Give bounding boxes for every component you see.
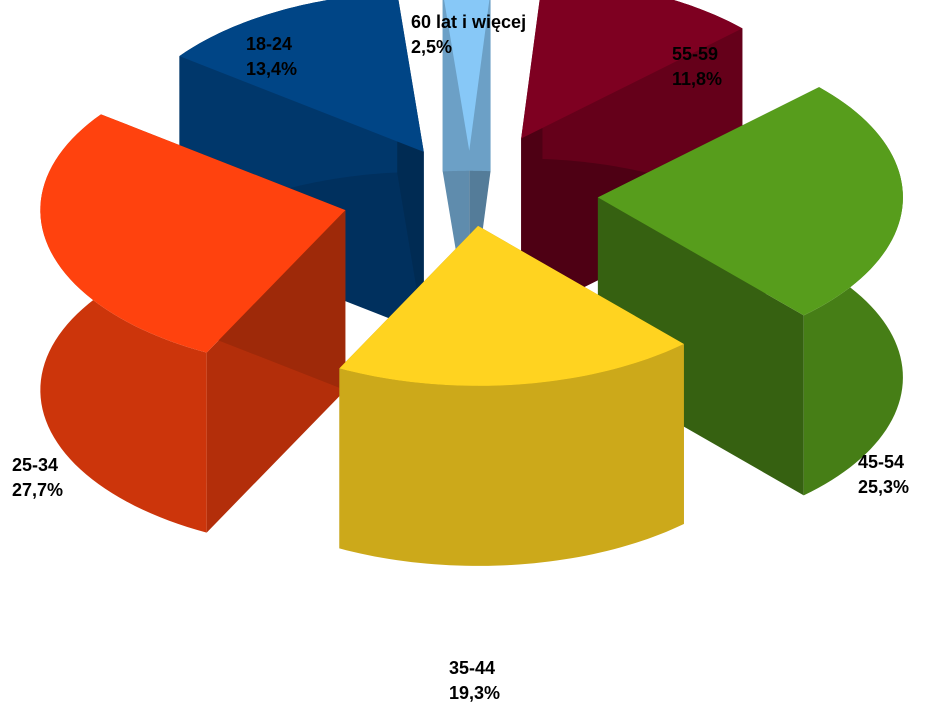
slice-label-value: 13,4% [246,59,298,79]
slice-label-25-34: 25-34 27,7% [12,453,63,503]
pie-slice-top [597,87,903,316]
slice-label-value: 11,8% [672,69,723,89]
pie-slice-top [521,0,743,139]
slice-label-value: 19,3% [449,683,501,703]
slice-label-60-plus: 60 lat i więcej 2,5% [411,10,526,60]
pie-slice-top [444,0,490,151]
slice-label-name: 35-44 [449,658,496,678]
pie-slice-top [179,0,424,152]
slice-label-value: 25,3% [858,477,910,497]
pie-slice [597,87,903,496]
slice-label-value: 27,7% [12,480,64,500]
pie-slice-outer-wall [339,343,684,566]
slice-label-name: 60 lat i więcej [411,12,527,32]
slice-label-name: 45-54 [858,452,905,472]
pie-slice-top [40,114,346,353]
slice-label-35-44: 35-44 19,3% [449,656,500,706]
slice-label-18-24: 18-24 13,4% [246,32,297,82]
pie-slice-top [339,225,684,386]
pie-slice [339,225,684,566]
slice-label-value: 2,5% [411,37,453,57]
pie-slice [40,114,346,533]
slice-label-45-54: 45-54 25,3% [858,450,909,500]
slice-label-name: 25-34 [12,455,59,475]
slice-label-55-59: 55-59 11,8% [672,42,722,92]
pie-slice [521,0,743,319]
slice-label-name: 18-24 [246,34,293,54]
slice-label-name: 55-59 [672,44,719,64]
pie-slice-side-wall [597,197,804,496]
